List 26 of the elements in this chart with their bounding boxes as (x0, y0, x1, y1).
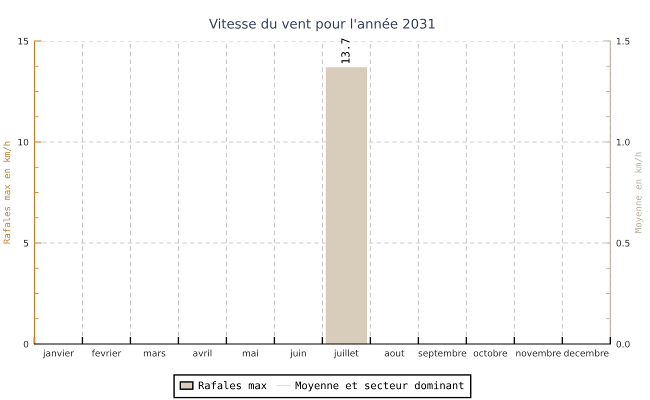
y-tick-label: 10 (18, 138, 28, 146)
legend-label: Moyenne et secteur dominant (296, 381, 464, 392)
chart-title: Vitesse du vent pour l'année 2031 (209, 18, 435, 32)
x-tick-label: novembre (516, 350, 561, 357)
x-tick-label: octobre (474, 350, 508, 357)
x-tick-label: avril (193, 350, 212, 357)
x-tick-label: decembre (564, 350, 609, 357)
x-tick-label: juin (290, 350, 306, 358)
y2-tick-label: 0.5 (616, 240, 630, 247)
x-tick-label: mars (144, 351, 166, 357)
x-tick-label: juillet (334, 350, 359, 358)
x-tick-label: aout (384, 350, 404, 357)
y-axis-title: Rafales max en km/h (3, 142, 11, 244)
legend-label: Rafales max (198, 381, 267, 390)
x-tick-label: septembre (418, 350, 466, 358)
y2-tick-label: 1.5 (616, 38, 630, 45)
y2-axis-title: Moyenne en km/h (634, 152, 644, 233)
y2-tick-label: 1.0 (616, 138, 630, 146)
y-tick-label: 15 (18, 38, 28, 45)
x-tick-label: fevrier (92, 350, 122, 357)
x-tick-label: janvier (42, 350, 74, 358)
y-tick-label: 5 (24, 240, 28, 247)
data-label: 13.7 (341, 38, 350, 64)
x-tick-label: mai (242, 350, 258, 357)
y-tick-label: 0 (24, 340, 28, 348)
y2-tick-label: 0.0 (616, 340, 630, 348)
